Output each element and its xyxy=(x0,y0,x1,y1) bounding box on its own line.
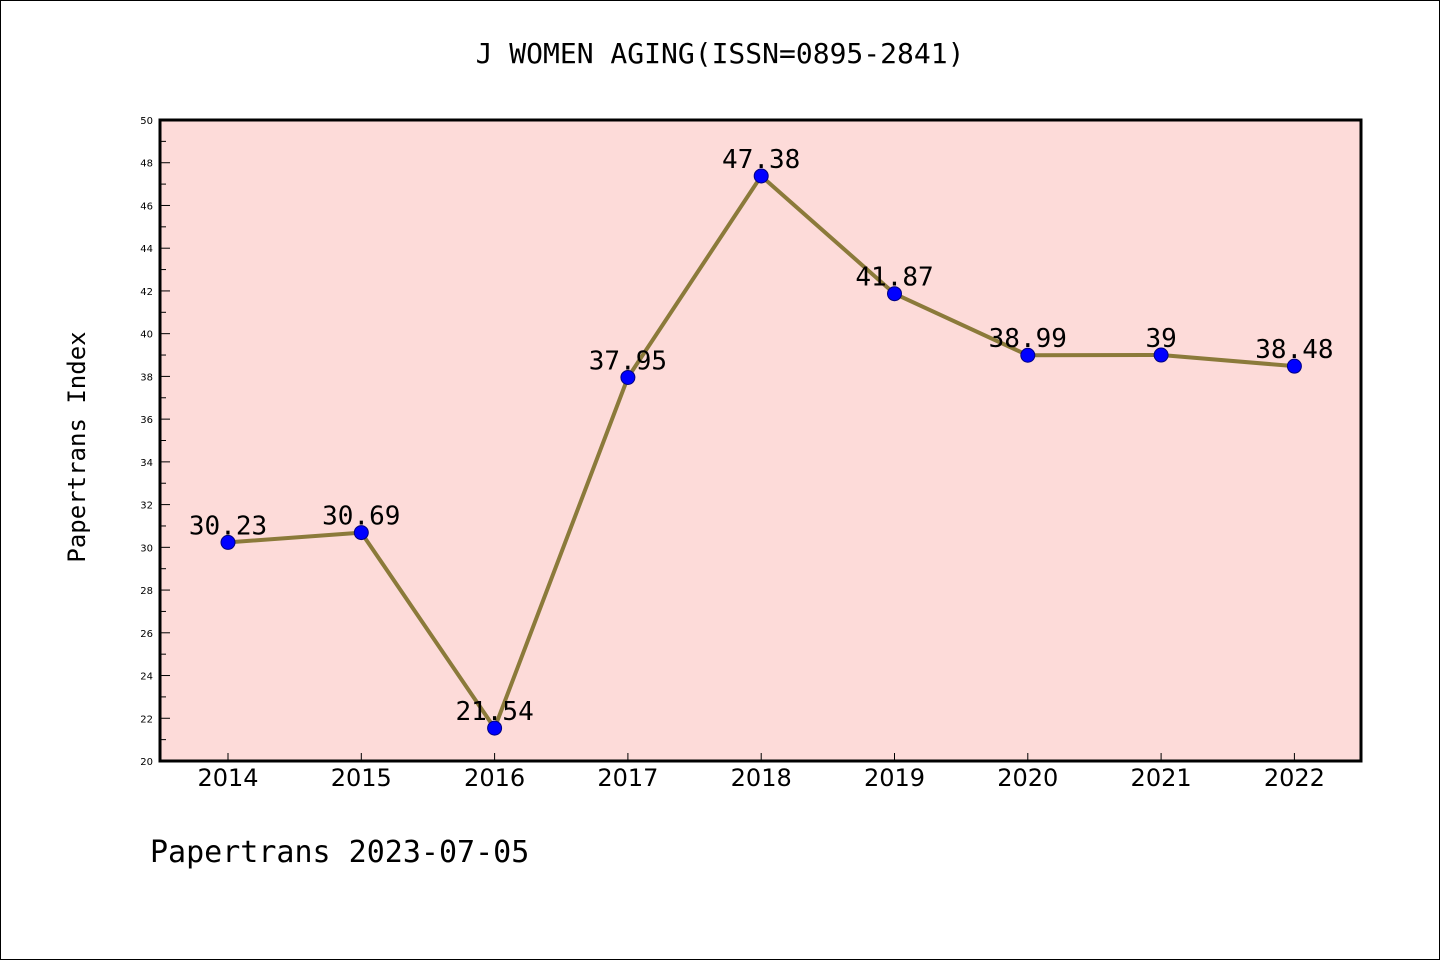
data-point xyxy=(1153,347,1169,363)
y-tick-label: 38 xyxy=(140,372,153,383)
data-point xyxy=(620,369,636,385)
y-tick-label: 48 xyxy=(140,159,153,170)
data-point xyxy=(487,720,503,736)
x-tick-label: 2019 xyxy=(864,764,925,792)
chart-title: J WOMEN AGING(ISSN=0895-2841) xyxy=(475,37,965,70)
data-point xyxy=(1020,347,1036,363)
data-label: 38.48 xyxy=(1255,335,1333,365)
y-tick-label: 22 xyxy=(140,714,153,725)
data-point xyxy=(220,534,236,550)
y-tick-label: 46 xyxy=(140,201,153,212)
data-label: 30.69 xyxy=(322,502,400,532)
y-tick-label: 42 xyxy=(140,287,153,298)
x-tick-label: 2018 xyxy=(731,764,792,792)
data-point xyxy=(1286,358,1302,374)
y-tick-label: 32 xyxy=(140,501,153,512)
y-tick-label: 28 xyxy=(140,586,153,597)
data-label: 30.23 xyxy=(189,511,267,541)
y-tick-label: 30 xyxy=(140,543,153,554)
x-tick-label: 2017 xyxy=(597,764,658,792)
data-point xyxy=(887,286,902,302)
data-label: 39 xyxy=(1145,324,1176,354)
x-tick-label: 2021 xyxy=(1131,764,1192,792)
x-tick-label: 2022 xyxy=(1264,764,1325,792)
y-tick-label: 40 xyxy=(140,330,153,341)
data-label: 37.95 xyxy=(589,346,667,376)
y-tick-label: 50 xyxy=(140,116,153,127)
y-tick-label: 24 xyxy=(140,672,153,683)
data-label: 47.38 xyxy=(722,145,800,175)
x-tick-label: 2020 xyxy=(997,764,1058,792)
y-tick-label: 34 xyxy=(140,458,153,469)
plot-frame xyxy=(158,118,1363,763)
data-label: 41.87 xyxy=(855,263,933,293)
x-tick-label: 2014 xyxy=(197,764,258,792)
y-tick-label: 20 xyxy=(140,757,153,768)
y-tick-label: 26 xyxy=(140,629,153,640)
y-tick-label: 44 xyxy=(140,244,153,255)
x-tick-label: 2016 xyxy=(464,764,525,792)
data-point xyxy=(353,525,369,541)
y-tick-label: 36 xyxy=(140,415,153,426)
x-tick-label: 2015 xyxy=(331,764,392,792)
data-label: 21.54 xyxy=(455,697,533,727)
footer-note: Papertrans 2023-07-05 xyxy=(150,835,530,870)
data-point xyxy=(753,168,769,184)
plot-background xyxy=(160,120,1361,761)
data-label: 38.99 xyxy=(989,324,1067,354)
